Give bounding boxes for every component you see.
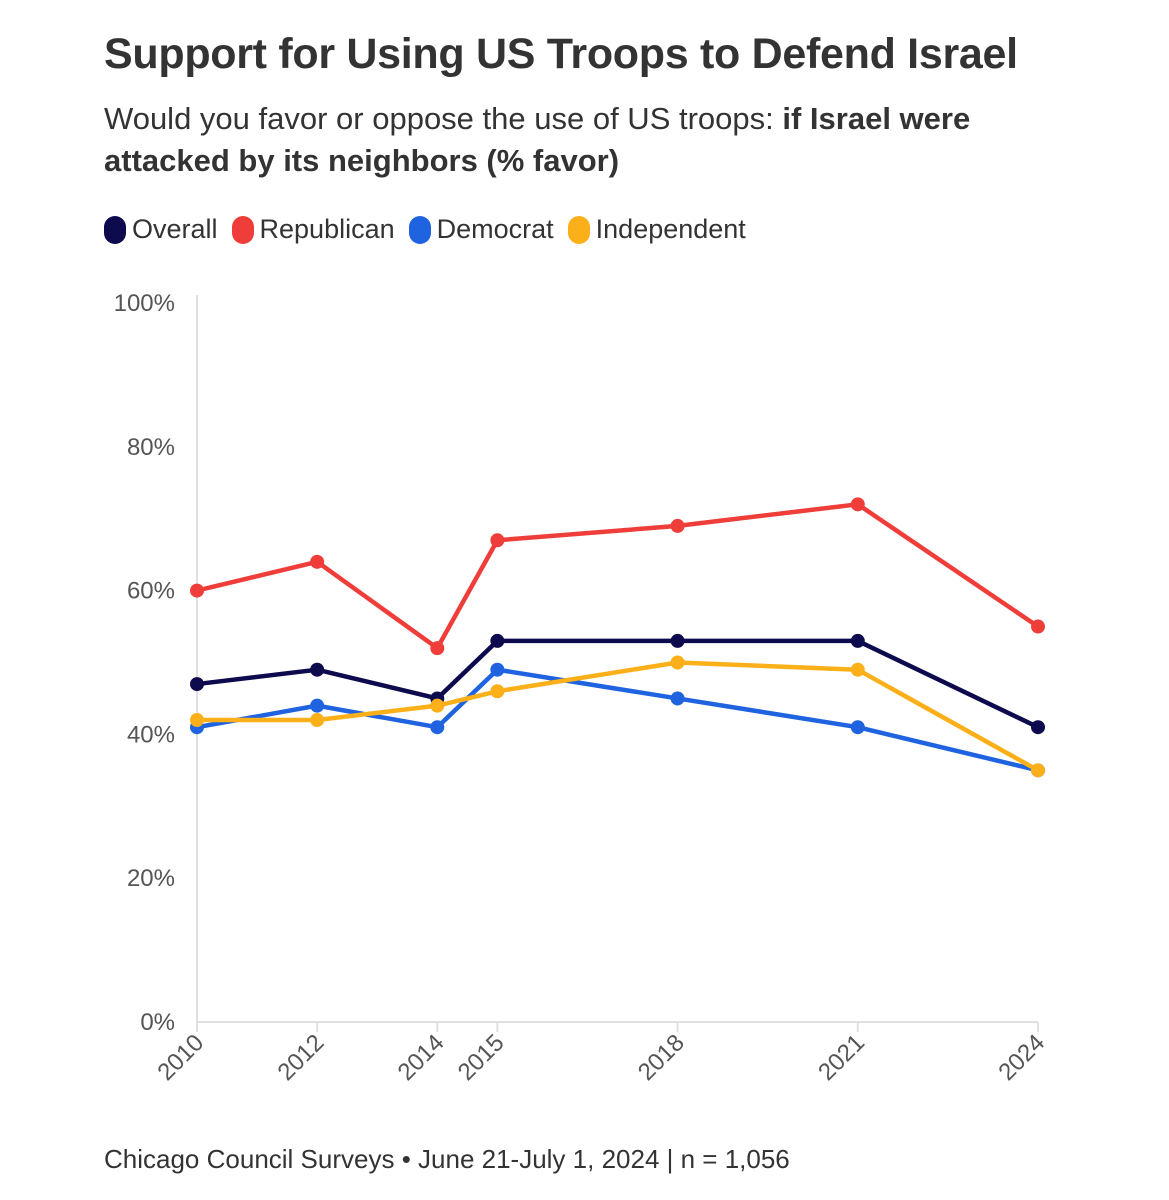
x-tick-label: 2012 [273,1029,330,1086]
data-point-overall [190,677,204,692]
legend-swatch-democrat [408,215,431,244]
legend-label-republican: Republican [259,214,395,244]
legend: Overall Republican Democrat Independent [104,214,746,245]
data-point-republican [310,554,325,569]
legend-item-republican: Republican [231,214,395,245]
legend-swatch-republican [231,215,254,244]
legend-swatch-overall [104,215,126,244]
data-point-overall [1031,720,1045,735]
legend-swatch-independent [567,215,590,244]
x-tick-label: 2018 [633,1029,690,1086]
data-point-republican [670,518,685,533]
data-point-independent [1031,763,1045,778]
x-tick-label: 2024 [993,1029,1050,1086]
x-tick-label: 2021 [813,1029,870,1086]
series-line-overall [194,638,1041,730]
chart-title: Support for Using US Troops to Defend Is… [104,30,1018,78]
y-tick-label: 20% [127,865,175,892]
y-tick-label: 60% [127,578,175,605]
x-tick-label: 2014 [393,1029,450,1086]
data-point-republican [430,641,445,656]
data-point-republican [190,583,204,598]
data-point-democrat [850,720,865,735]
y-tick-label: 80% [127,434,175,461]
legend-item-democrat: Democrat [408,214,554,245]
data-point-independent [430,698,445,713]
data-point-republican [850,497,865,512]
subtitle-question: Would you favor or oppose the use of US … [104,101,783,136]
data-point-democrat [670,691,685,706]
data-point-overall [310,662,325,677]
data-point-overall [850,633,865,648]
x-tick-label: 2010 [152,1029,209,1086]
y-tick-label: 40% [127,721,175,748]
y-tick-label: 100% [114,290,175,317]
legend-label-independent: Independent [595,214,746,244]
data-point-republican [1031,619,1045,634]
data-point-republican [490,533,505,548]
legend-label-overall: Overall [132,214,218,244]
data-point-democrat [430,720,445,735]
data-point-independent [310,713,325,728]
legend-label-democrat: Democrat [436,214,554,244]
data-point-independent [190,713,204,728]
series-line-republican [194,502,1041,651]
x-tick-label: 2015 [453,1029,510,1086]
data-point-independent [670,655,685,670]
y-tick-label: 0% [140,1009,175,1036]
data-point-overall [670,633,685,648]
chart-subtitle: Would you favor or oppose the use of US … [104,98,1064,182]
source-footer: Chicago Council Surveys • June 21-July 1… [104,1144,790,1174]
subtitle-condition: if Israel were attacked by its neighbors… [104,101,971,178]
data-point-democrat [310,698,325,713]
data-point-independent [850,662,865,677]
series-line-independent [194,660,1041,773]
legend-item-independent: Independent [567,214,746,245]
legend-item-overall: Overall [104,214,218,245]
data-point-overall [490,633,505,648]
data-point-independent [490,684,505,699]
data-point-democrat [490,662,505,677]
